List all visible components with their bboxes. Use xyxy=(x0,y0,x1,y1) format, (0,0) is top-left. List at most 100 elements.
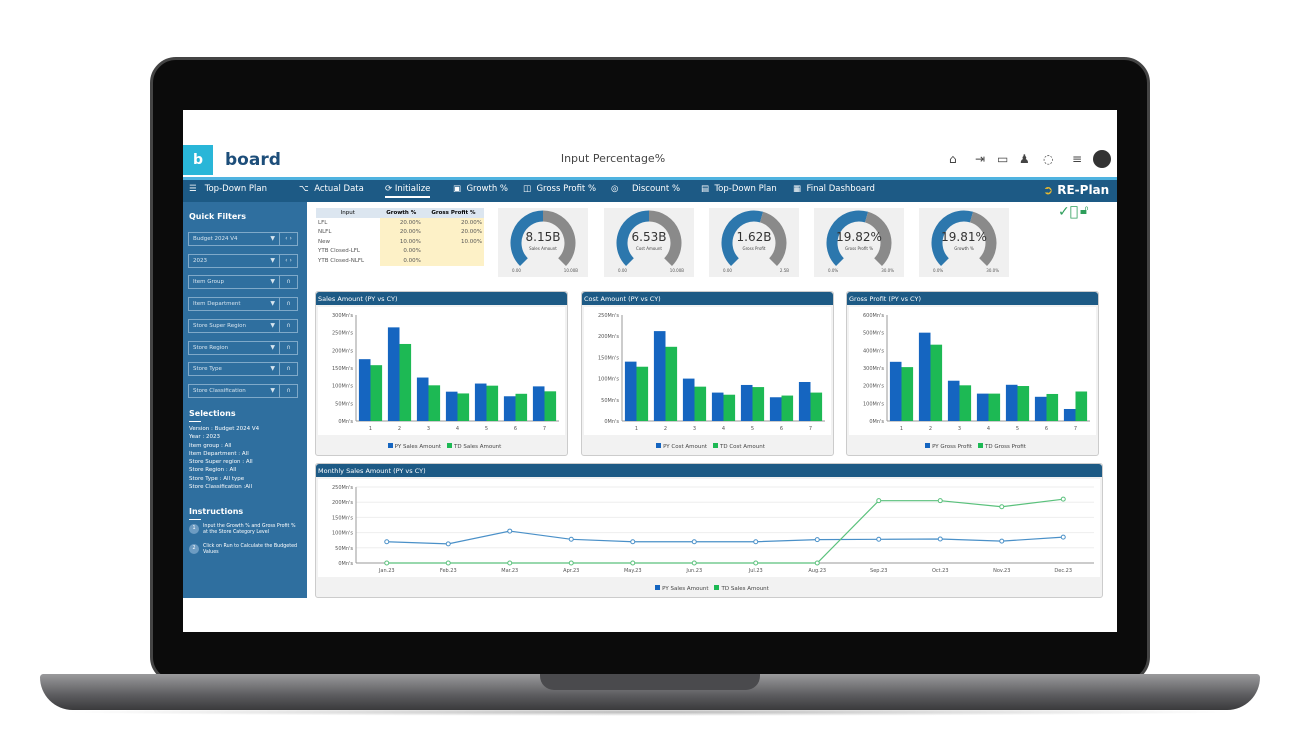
x-tick-label: Jan.23 xyxy=(378,568,395,574)
chart-title: Gross Profit (PY vs CY) xyxy=(847,292,1098,305)
chart-panel: Gross Profit (PY vs CY) 0Mn's 100Mn's 200Mn… xyxy=(846,291,1099,456)
input-cell[interactable]: 10.00% xyxy=(379,237,423,247)
bar-td xyxy=(723,394,736,421)
nav-top-down-plan[interactable]: ☰ Top-Down Plan xyxy=(189,184,268,194)
input-cell[interactable]: 0.00% xyxy=(379,246,423,256)
gauge-min: 0.00 xyxy=(723,268,732,273)
laptop-shadow xyxy=(60,708,1240,716)
legend-label[interactable]: PY Sales Amount xyxy=(394,444,441,450)
reset-icon[interactable]: ∩ xyxy=(279,341,297,354)
kpi-gauge: 8.15B Sales Amount 0.00 10.00B xyxy=(498,208,588,277)
reset-icon[interactable]: ∩ xyxy=(279,276,297,289)
legend-label[interactable]: TD Cost Amount xyxy=(719,444,765,450)
board-logo[interactable]: b xyxy=(183,145,213,175)
input-cell[interactable]: 0.00% xyxy=(379,256,423,266)
nav-gross-profit[interactable]: ◫ Gross Profit % xyxy=(523,184,597,194)
reset-icon[interactable]: ∩ xyxy=(279,298,297,311)
data-point xyxy=(445,560,451,566)
legend-label[interactable]: TD Gross Profit xyxy=(984,444,1026,450)
nav-bar: ☰ Top-Down Plan ⌥ Actual Data ⟳ Initiali… xyxy=(183,177,1117,202)
kpi-gauge: 19.81% Growth % 0.0% 30.0% xyxy=(919,208,1009,277)
filter-dropdown[interactable]: Store Super Region ▼ ∩ xyxy=(188,318,298,333)
nav-discount[interactable]: ◎ Discount % xyxy=(611,184,681,194)
step-arrows-icon[interactable]: ‹ › xyxy=(279,233,297,245)
filter-dropdown[interactable]: Store Region ▼ ∩ xyxy=(188,340,298,355)
input-cell[interactable]: 20.00% xyxy=(422,218,484,228)
input-cell[interactable]: 20.00% xyxy=(422,227,484,237)
input-cell[interactable]: 20.00% xyxy=(379,218,423,228)
chat-icon[interactable]: ◌ xyxy=(1043,152,1054,166)
menu-icon[interactable]: ≡ xyxy=(1072,152,1083,166)
gauge-remaining xyxy=(648,210,682,266)
bar-py xyxy=(1005,384,1018,421)
input-cell[interactable] xyxy=(422,256,484,266)
x-tick-label: Nov.23 xyxy=(993,568,1010,574)
reset-icon[interactable]: ∩ xyxy=(279,363,297,376)
nav-growth[interactable]: ▣ Growth % xyxy=(453,184,508,194)
nav-final-dashboard[interactable]: ▦ Final Dashboard xyxy=(793,184,875,194)
input-cell[interactable] xyxy=(422,246,484,256)
x-tick-label: 7 xyxy=(543,426,546,432)
filter-dropdown[interactable]: Store Classification ▼ ∩ xyxy=(188,383,298,398)
gauge-label: Sales Amount xyxy=(529,246,557,251)
bar-py xyxy=(474,383,487,421)
reset-icon[interactable]: ∩ xyxy=(279,319,297,332)
nav-actual-data[interactable]: ⌥ Actual Data xyxy=(299,184,364,194)
data-point xyxy=(630,539,636,545)
lock-icon[interactable]: 🔓︎ xyxy=(1080,203,1089,218)
chart-title: Cost Amount (PY vs CY) xyxy=(582,292,833,305)
y-tick-label: 500Mn's xyxy=(863,331,884,337)
x-tick-label: 6 xyxy=(1045,426,1048,432)
instruction-item: 1 Input the Growth % and Gross Profit % a… xyxy=(189,524,301,536)
gauge-min: 0.0% xyxy=(828,268,839,273)
bar-td xyxy=(752,387,765,421)
legend-label[interactable]: TD Sales Amount xyxy=(453,444,502,450)
home-icon[interactable]: ⌂ xyxy=(949,152,957,166)
x-tick-label: Sep.23 xyxy=(870,568,887,574)
legend-label[interactable]: TD Sales Amount xyxy=(721,586,769,592)
legend-label[interactable]: PY Cost Amount xyxy=(663,444,707,450)
x-tick-label: 6 xyxy=(780,426,783,432)
filter-dropdown[interactable]: Budget 2024 V4 ▼ ‹ › xyxy=(188,232,298,246)
logout-icon[interactable]: ⇥ xyxy=(975,152,986,166)
bar-td xyxy=(1075,391,1088,421)
y-tick-label: 100Mn's xyxy=(863,401,884,407)
gauge-arc xyxy=(826,210,892,266)
gauge-arc xyxy=(510,210,576,266)
bar-py xyxy=(653,331,666,421)
chart-legend: PY Sales Amount TD Sales Amount xyxy=(316,443,567,450)
screen-icon[interactable]: ▭ xyxy=(997,152,1009,166)
reset-icon[interactable]: ∩ xyxy=(279,384,297,397)
bar-td xyxy=(486,385,499,421)
bar-td xyxy=(781,395,794,421)
filter-dropdown[interactable]: Item Group ▼ ∩ xyxy=(188,275,298,290)
x-tick-label: Oct.23 xyxy=(932,568,949,574)
filter-dropdown[interactable]: 2023 ▼ ‹ › xyxy=(188,253,298,268)
input-cell[interactable]: 10.00% xyxy=(422,237,484,247)
users-icon[interactable]: ♟ xyxy=(1019,152,1030,166)
instruction-item: 2 Click on Run to Calculate the Budgeted … xyxy=(189,544,301,556)
input-cell[interactable]: 20.00% xyxy=(379,227,423,237)
data-point xyxy=(999,504,1005,510)
step-arrows-icon[interactable]: ‹ › xyxy=(279,254,297,267)
y-tick-label: 0Mn's xyxy=(869,419,884,425)
data-point xyxy=(814,537,820,543)
nav-top-down-plan-2[interactable]: ▤ Top-Down Plan xyxy=(701,184,777,194)
check-icon[interactable]: ✓⃝ xyxy=(1058,204,1079,220)
x-tick-label: 1 xyxy=(900,426,903,432)
filter-dropdown[interactable]: Store Type ▼ ∩ xyxy=(188,362,298,377)
chart-plot: 0Mn's 50Mn's 100Mn's 150Mn's 200Mn's 250Mn's 3… xyxy=(318,307,565,435)
nav-initialize[interactable]: ⟳ Initialize xyxy=(385,184,431,198)
bar-td xyxy=(428,385,441,421)
filter-dropdown[interactable]: Item Department ▼ ∩ xyxy=(188,297,298,312)
legend-label[interactable]: PY Gross Profit xyxy=(932,444,972,450)
gauge-arc xyxy=(931,210,997,266)
avatar[interactable] xyxy=(1093,150,1111,168)
y-tick-label: 0Mn's xyxy=(338,419,353,425)
data-point xyxy=(384,560,390,566)
data-point xyxy=(1060,496,1066,502)
bar-py xyxy=(947,380,960,421)
filter-value: Item Department xyxy=(193,301,241,308)
bar-py xyxy=(624,361,637,421)
legend-label[interactable]: PY Sales Amount xyxy=(662,586,709,592)
